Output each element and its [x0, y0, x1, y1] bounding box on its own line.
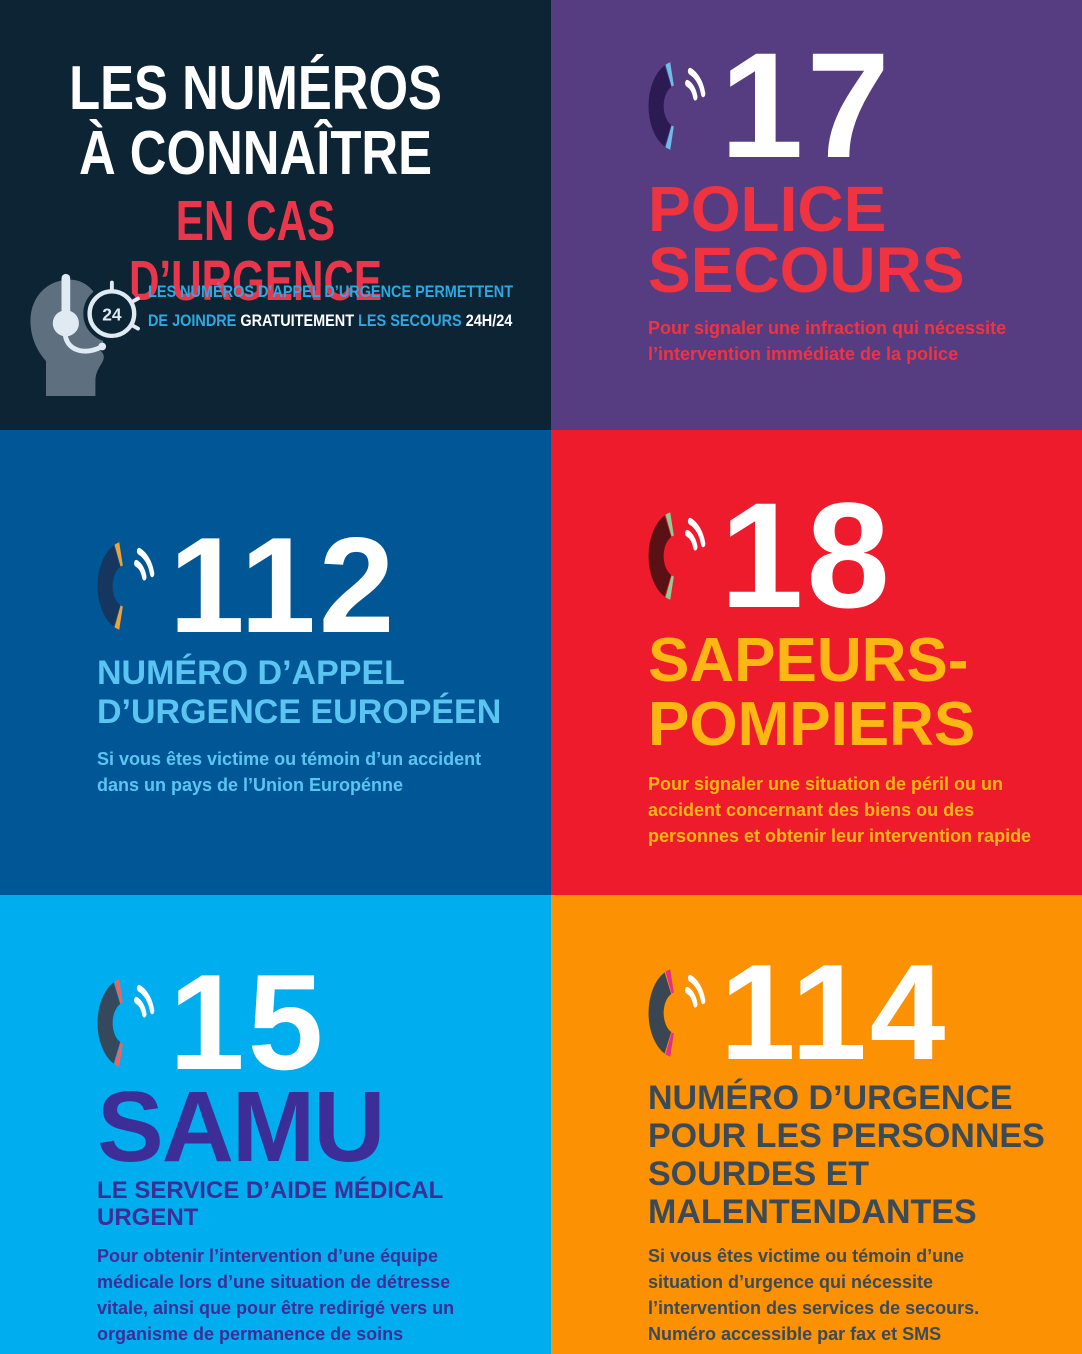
- clock-tick-1: [130, 296, 140, 304]
- service-name-line: POUR LES PERSONNES: [648, 1116, 1045, 1155]
- service-description: Pour obtenir l’intervention d’une équipe…: [97, 1245, 455, 1344]
- phone-handset-icon: [97, 979, 155, 1067]
- panel-18-sapeurs-pompiers: 18 SAPEURS- POMPIERS Pour signaler une s…: [551, 430, 1082, 895]
- emergency-number: 17: [720, 21, 893, 189]
- service-name-line: SOURDES ET: [648, 1154, 870, 1193]
- service-name-line: SAPEURS-: [648, 626, 969, 695]
- service-description: Pour signaler une situation de péril ou …: [648, 774, 1032, 846]
- service-name-line: NUMÉRO D’URGENCE: [648, 1078, 1013, 1117]
- service-description: Si vous êtes victime ou témoin d’un acci…: [97, 748, 482, 795]
- title-line-2: À CONNAÎTRE: [78, 119, 433, 188]
- emergency-number: 18: [720, 471, 893, 639]
- phone-handset-icon: [648, 969, 706, 1057]
- title-line-1: LES NUMÉROS: [69, 54, 442, 123]
- headset-operator-24h-icon: 24: [30, 273, 140, 396]
- emergency-number: 112: [169, 509, 398, 661]
- emergency-number: 114: [720, 936, 949, 1088]
- service-name: NUMÉRO D’APPEL D’URGENCE EUROPÉEN: [97, 654, 531, 732]
- panel-17-police-secours: 17 POLICE SECOURS Pour signaler une infr…: [551, 0, 1082, 430]
- number-row: 17: [648, 21, 1062, 189]
- number-row: 112: [97, 509, 531, 661]
- intro-subtitle: LES NUMÉROS D’APPEL D’URGENCE PERMETTENT…: [148, 277, 513, 335]
- service-name: SAPEURS- POMPIERS: [648, 629, 1062, 757]
- panel-112-urgence-europeen: 112 NUMÉRO D’APPEL D’URGENCE EUROPÉEN Si…: [0, 430, 551, 895]
- headset-mic: [98, 342, 107, 351]
- service-description: Si vous êtes victime ou témoin d’une sit…: [648, 1245, 980, 1344]
- service-name-line: NUMÉRO D’APPEL: [97, 653, 405, 692]
- service-name: POLICE SECOURS: [648, 173, 1062, 306]
- panel-114-sourdes-malentendantes: 114 NUMÉRO D’URGENCE POUR LES PERSONNES …: [551, 895, 1082, 1354]
- number-row: 18: [648, 471, 1062, 639]
- phone-handset-icon: [97, 542, 155, 630]
- service-name-line: SECOURS: [648, 234, 965, 306]
- title-line-3: EN CAS D’URGENCE: [128, 189, 383, 313]
- clock-tick-4: [130, 323, 140, 331]
- phone-handset-icon: [648, 511, 706, 600]
- phone-handset-icon: [648, 61, 706, 150]
- poster-title: LES NUMÉROS À CONNAÎTRE EN CAS D’URGENCE: [0, 0, 551, 311]
- service-description: Pour signaler une infraction qui nécessi…: [648, 318, 1007, 364]
- emergency-number: 15: [169, 946, 327, 1098]
- number-row: 15: [97, 946, 531, 1098]
- service-name: SAMU: [97, 1070, 385, 1183]
- service-subtitle: LE SERVICE D’AIDE MÉDICAL URGENT: [97, 1176, 443, 1231]
- service-name-line: POLICE: [648, 173, 887, 245]
- number-row: 114: [648, 936, 1062, 1088]
- service-name-line: D’URGENCE EUROPÉEN: [97, 692, 502, 731]
- header-panel: LES NUMÉROS À CONNAÎTRE EN CAS D’URGENCE…: [0, 0, 551, 430]
- intro-subtitle-line2: DE JOINDRE GRATUITEMENT LES SECOURS 24H/…: [148, 311, 513, 330]
- headset-band: [61, 273, 71, 317]
- intro-subtitle-line1: LES NUMÉROS D’APPEL D’URGENCE PERMETTENT: [148, 282, 514, 301]
- clock-24-label: 24: [102, 304, 122, 324]
- headset-earcup: [52, 310, 79, 337]
- service-name-line: POMPIERS: [648, 690, 976, 759]
- service-name: NUMÉRO D’URGENCE POUR LES PERSONNES SOUR…: [648, 1079, 1062, 1231]
- service-name-line: MALENTENDANTES: [648, 1192, 977, 1231]
- panel-15-samu: 15 SAMU LE SERVICE D’AIDE MÉDICAL URGENT…: [0, 895, 551, 1354]
- headset-mic-boom: [62, 333, 105, 354]
